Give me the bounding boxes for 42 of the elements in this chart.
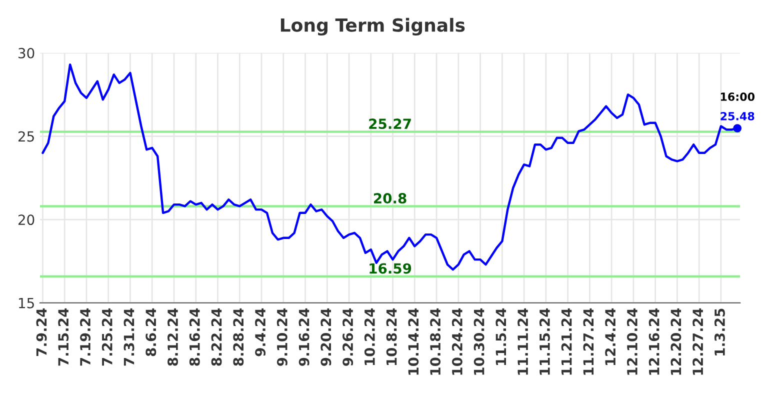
x-tick-label: 9.4.24: [255, 308, 266, 356]
x-tick-label: 7.15.24: [58, 308, 69, 366]
x-tick-label: 12.4.24: [605, 308, 616, 366]
x-tick-label: 8.6.24: [146, 308, 156, 356]
x-tick-label: 11.5.24: [496, 308, 506, 366]
chart-title: Long Term Signals: [280, 18, 465, 36]
x-tick-label: 7.25.24: [102, 308, 112, 366]
x-tick-label: 9.20.24: [320, 308, 332, 366]
ref-line-label: 16.59: [370, 263, 412, 274]
x-tick-label: 10.30.24: [474, 308, 484, 375]
ref-line-label: 20.8: [374, 193, 406, 204]
ref-line-label: 25.27: [369, 118, 411, 130]
x-tick-label: 9.10.24: [276, 308, 288, 366]
x-tick-label: 10.8.24: [386, 308, 397, 366]
x-tick-label: 9.26.24: [342, 308, 354, 366]
x-tick-label: 12.27.24: [692, 308, 703, 375]
x-tick-label: 11.21.24: [561, 308, 572, 375]
x-tick-label: 11.15.24: [539, 308, 550, 375]
y-tick-label: 30: [18, 48, 34, 58]
x-tick-label: 8.12.24: [168, 308, 178, 366]
x-tick-label: 9.16.24: [298, 308, 310, 366]
x-tick-label: 10.18.24: [430, 308, 441, 375]
y-tick-label: 20: [18, 214, 34, 226]
x-tick-label: 8.16.24: [189, 308, 200, 366]
x-tick-label: 12.20.24: [670, 308, 682, 375]
annotation: 16:00: [720, 92, 755, 101]
y-tick-label: 15: [18, 298, 34, 308]
x-tick-label: 7.31.24: [124, 308, 134, 366]
y-tick-label: 25: [18, 131, 34, 142]
x-tick-label: 12.10.24: [626, 308, 638, 375]
x-tick-label: 7.9.24: [36, 308, 47, 356]
x-tick-label: 8.28.24: [233, 308, 244, 366]
x-tick-label: 8.22.24: [211, 308, 222, 366]
x-tick-label: 11.27.24: [583, 308, 594, 375]
x-tick-label: 7.19.24: [80, 308, 91, 366]
annotation: 25.48: [720, 112, 754, 120]
x-tick-label: 10.24.24: [452, 308, 462, 375]
x-tick-label: 12.16.24: [648, 308, 660, 375]
x-tick-label: 1.3.25: [714, 308, 725, 356]
x-tick-label: 10.2.24: [364, 308, 375, 366]
x-tick-label: 10.14.24: [408, 308, 419, 375]
x-tick-label: 11.11.24: [518, 308, 528, 375]
